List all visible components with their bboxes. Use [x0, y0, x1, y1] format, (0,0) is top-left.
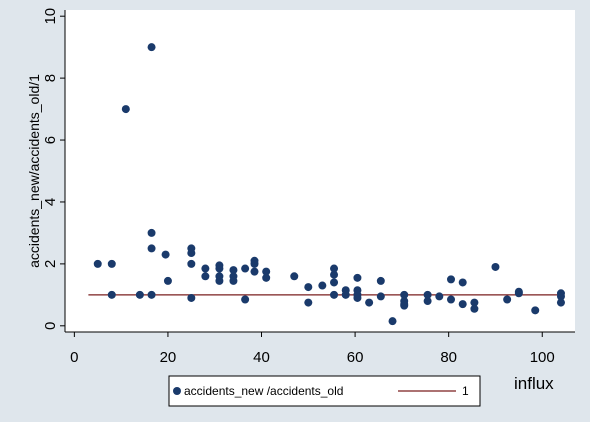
x-tick-label: 60 [347, 349, 364, 366]
data-point [304, 283, 313, 292]
x-tick-label: 40 [253, 349, 270, 366]
data-point [147, 244, 156, 253]
data-point [290, 272, 299, 281]
data-point [215, 276, 224, 285]
x-tick-label: 0 [70, 349, 78, 366]
data-point [435, 292, 444, 301]
data-point [447, 295, 456, 304]
legend-label-line: 1 [462, 384, 469, 398]
data-point [341, 290, 350, 299]
data-point [107, 259, 116, 268]
x-axis-label: influx [514, 374, 554, 393]
data-point [365, 298, 374, 307]
data-point [376, 292, 385, 301]
data-point [187, 293, 196, 302]
data-point [353, 293, 362, 302]
y-tick-label: 0 [42, 322, 59, 330]
data-point [304, 298, 313, 307]
data-point [330, 278, 339, 287]
plot-background [65, 10, 575, 332]
data-point [262, 273, 271, 282]
data-point [514, 289, 523, 298]
data-point [201, 272, 210, 281]
data-point [187, 249, 196, 258]
y-axis-label: accidents_new/accidents_old/1 [26, 74, 42, 268]
y-axis-ticks: 0 2 4 6 8 10 [42, 8, 65, 330]
data-point [470, 304, 479, 313]
data-point [229, 266, 238, 275]
data-point [161, 250, 170, 259]
data-point [250, 267, 259, 276]
data-point [458, 278, 467, 287]
x-tick-label: 80 [440, 349, 457, 366]
data-point [491, 262, 500, 271]
x-tick-label: 100 [530, 349, 555, 366]
data-point [318, 281, 327, 290]
y-tick-label: 4 [42, 198, 59, 206]
legend: accidents_new /accidents_old 1 [168, 375, 481, 407]
data-point [215, 264, 224, 273]
data-point [147, 228, 156, 237]
data-point [187, 259, 196, 268]
x-axis-ticks: 0 20 40 60 80 100 [70, 332, 555, 366]
y-tick-label: 2 [42, 260, 59, 268]
x-tick-label: 20 [160, 349, 177, 366]
y-tick-label: 10 [42, 8, 59, 25]
data-point [423, 297, 432, 306]
data-point [241, 264, 250, 273]
legend-marker-scatter [173, 387, 181, 395]
data-point [556, 298, 565, 307]
y-tick-label: 8 [42, 74, 59, 82]
data-point [388, 317, 397, 326]
data-point [556, 292, 565, 301]
data-point [470, 298, 479, 307]
data-point [135, 290, 144, 299]
data-point [400, 301, 409, 310]
data-point [447, 275, 456, 284]
data-point [423, 290, 432, 299]
data-point [262, 267, 271, 276]
data-point [147, 290, 156, 299]
data-point [458, 300, 467, 309]
data-point [121, 105, 130, 114]
scatter-points-layer [93, 43, 565, 326]
data-point [376, 276, 385, 285]
data-point [107, 290, 116, 299]
data-point [241, 295, 250, 304]
legend-label-scatter: accidents_new /accidents_old [184, 384, 343, 398]
data-point [400, 290, 409, 299]
data-point [229, 276, 238, 285]
data-point [353, 273, 362, 282]
data-point [163, 276, 172, 285]
data-point [330, 264, 339, 273]
data-point [330, 270, 339, 279]
y-tick-label: 6 [42, 136, 59, 144]
data-point [503, 295, 512, 304]
data-point [147, 43, 156, 52]
data-point [93, 259, 102, 268]
data-point [250, 259, 259, 268]
data-point [531, 306, 540, 315]
data-point [330, 290, 339, 299]
data-point [201, 264, 210, 273]
